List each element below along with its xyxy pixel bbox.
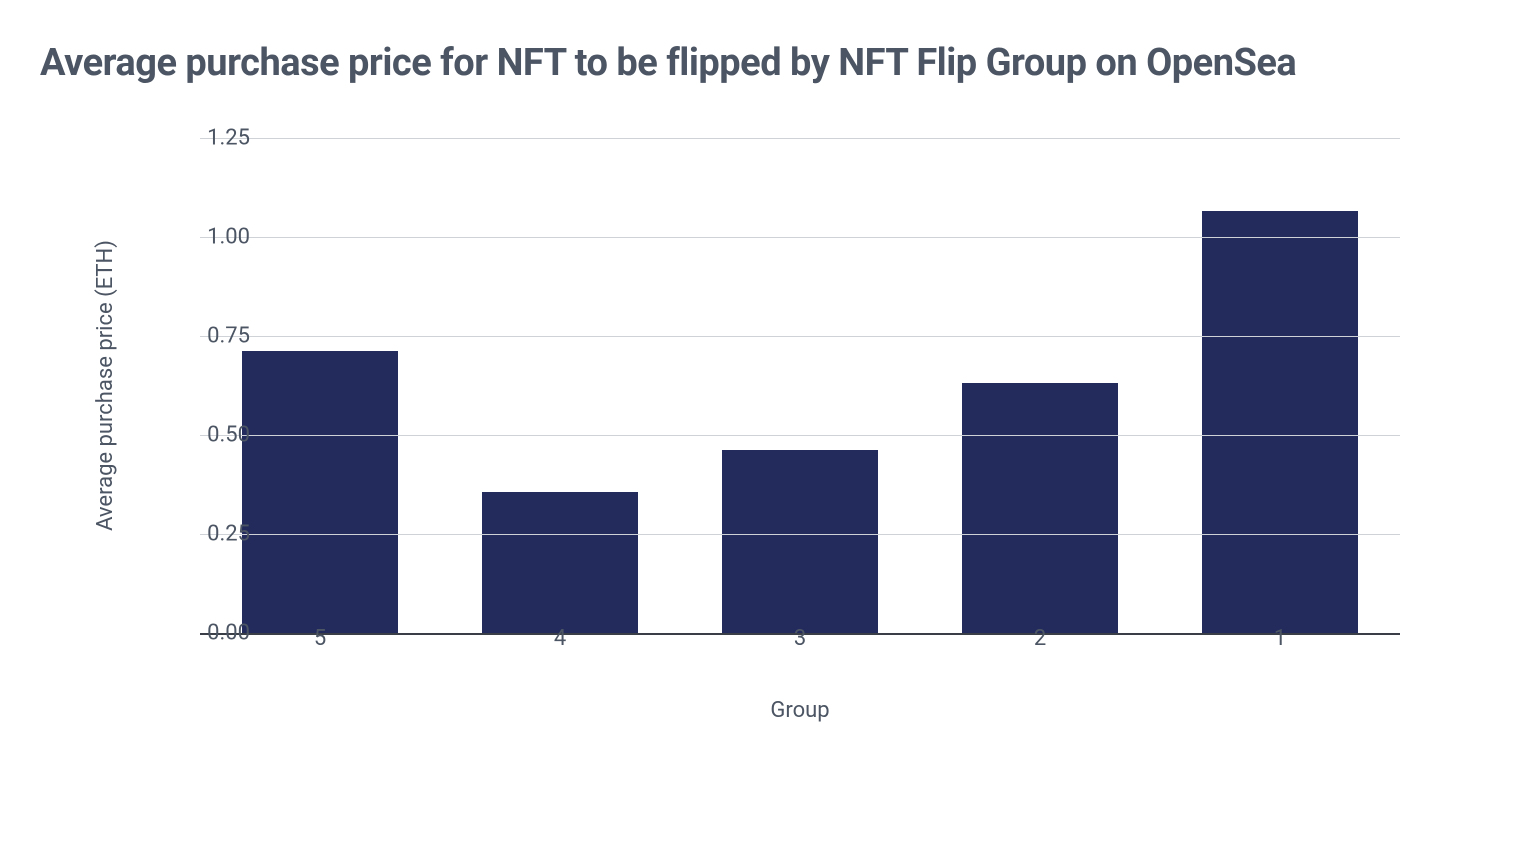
x-tick-label: 1 xyxy=(1230,626,1330,651)
y-tick-label: 1.25 xyxy=(170,125,250,150)
y-axis-label-wrap: Average purchase price (ETH) xyxy=(90,138,120,633)
plot-region xyxy=(200,138,1400,635)
x-tick-label: 4 xyxy=(510,626,610,651)
chart-container: Average purchase price for NFT to be fli… xyxy=(0,0,1536,860)
bar xyxy=(482,492,638,633)
bar xyxy=(722,450,878,632)
bars-group xyxy=(200,138,1400,633)
gridline xyxy=(200,435,1400,436)
y-axis-label: Average purchase price (ETH) xyxy=(93,240,118,531)
gridline xyxy=(200,336,1400,337)
x-tick-label: 3 xyxy=(750,626,850,651)
y-tick-label: 0.25 xyxy=(170,521,250,546)
x-tick-label: 2 xyxy=(990,626,1090,651)
y-tick-label: 0.75 xyxy=(170,323,250,348)
x-tick-label: 5 xyxy=(270,626,370,651)
chart-title: Average purchase price for NFT to be fli… xyxy=(40,40,1496,88)
chart-area: Average purchase price (ETH) Group 0.00 0… xyxy=(80,118,1460,738)
bar xyxy=(962,383,1118,632)
gridline xyxy=(200,534,1400,535)
y-tick-label: 0.50 xyxy=(170,422,250,447)
y-tick-label: 1.00 xyxy=(170,224,250,249)
bar xyxy=(1202,211,1358,633)
gridline xyxy=(200,237,1400,238)
y-tick-label: 0.00 xyxy=(170,620,250,645)
bar xyxy=(242,351,398,632)
x-axis-label: Group xyxy=(200,698,1400,723)
gridline xyxy=(200,138,1400,139)
